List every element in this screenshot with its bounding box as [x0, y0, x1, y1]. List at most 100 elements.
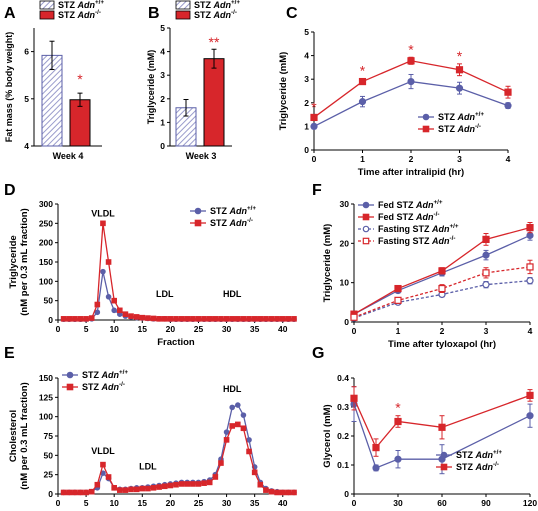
- y-axis-label: Triglyceride (mM): [146, 50, 156, 125]
- data-point: [246, 448, 252, 455]
- data-point: [77, 316, 84, 322]
- data-point: [246, 316, 252, 322]
- data-point: [100, 461, 106, 468]
- significance-star: *: [395, 400, 401, 416]
- legend-swatch: [175, 10, 191, 20]
- x-tick-label: 2: [409, 154, 414, 164]
- data-point: [133, 314, 140, 320]
- legend-swatch: [39, 0, 55, 10]
- data-point: [201, 480, 207, 486]
- data-point: [156, 484, 162, 490]
- legend-label-base: STZ: [58, 0, 78, 10]
- data-point: [251, 469, 258, 476]
- data-point: [394, 417, 402, 426]
- y-axis-label: Triglyceride: [8, 235, 19, 288]
- legend-label-sup: +/+: [247, 205, 256, 212]
- data-point: [206, 316, 213, 322]
- legend-label-italic: Adn: [77, 10, 96, 20]
- data-point: [285, 316, 292, 322]
- data-point: [139, 314, 146, 321]
- significance-star: **: [209, 34, 220, 50]
- legend: STZ Adn+/+ STZ Adn-/-: [190, 205, 256, 228]
- y-tick-label: 50: [44, 296, 54, 306]
- legend-label-base: STZ: [438, 124, 458, 134]
- legend-label-sup: +/+: [493, 449, 502, 456]
- y-tick-label: 5: [24, 94, 29, 104]
- panel-letter-A: A: [4, 5, 16, 22]
- x-axis-label: Time after tyloxapol (hr): [388, 339, 496, 350]
- data-point: [94, 481, 101, 488]
- y-axis-label: Triglyceride (mM): [278, 52, 289, 131]
- data-point: [66, 489, 73, 496]
- data-point: [150, 315, 157, 322]
- legend-label-italic: Adn: [475, 450, 494, 460]
- data-point: [145, 485, 151, 492]
- data-point: [100, 268, 106, 275]
- legend-label-italic: Adn: [213, 10, 232, 20]
- x-tick-label: 4: [528, 326, 533, 336]
- data-point: [279, 316, 286, 322]
- x-tick-label: 0: [56, 324, 61, 334]
- data-point: [173, 316, 179, 322]
- legend-label-sup: -/-: [475, 123, 481, 130]
- x-axis-label: Time after intralipid (hr): [358, 167, 464, 178]
- legend-label-italic: Adn: [101, 370, 120, 380]
- panel-E: 02550751001251500510152025303540Fraction…: [8, 369, 297, 508]
- data-point: [229, 316, 235, 322]
- x-tick-label: 35: [250, 498, 260, 508]
- legend-label-italic: Adn: [431, 236, 450, 246]
- y-tick-label: 0: [48, 315, 53, 325]
- x-tick-label: 0: [352, 498, 357, 508]
- legend-marker: [422, 125, 430, 133]
- axes-D: 0 50 100 150 200 250 300 0 5 10 15 20 25 30 35 40 Fracti…: [8, 199, 294, 348]
- legend-label: Fed STZ Adn-/-: [378, 211, 439, 222]
- legend-marker: [362, 201, 370, 209]
- legend-label-sup: +/+: [434, 199, 443, 206]
- legend-swatch: [175, 0, 191, 10]
- y-tick-label: 10: [340, 278, 350, 288]
- y-axis-label: Glycerol (mM): [322, 404, 333, 467]
- data-point: [482, 235, 490, 243]
- data-point: [190, 481, 196, 487]
- legend-label-sup: -/-: [434, 211, 440, 218]
- legend-label-sup: -/-: [119, 381, 125, 388]
- legend-label-italic: Adn: [77, 0, 96, 10]
- legend-label-sup: -/-: [493, 461, 499, 468]
- legend-marker: [194, 207, 202, 215]
- legend-marker: [362, 237, 370, 245]
- data-point: [310, 113, 318, 122]
- legend-label: STZ Adn-/-: [210, 217, 253, 228]
- y-axis-label: Triglyceride (mM): [322, 224, 333, 303]
- data-point: [83, 316, 89, 322]
- y-tick-label: 6: [24, 47, 29, 57]
- data-point: [257, 316, 264, 322]
- x-tick-label: 40: [278, 324, 288, 334]
- legend-marker: [422, 113, 430, 121]
- data-point: [66, 316, 73, 322]
- x-tick-label: 4: [506, 154, 511, 164]
- y-tick-label: 0.3: [337, 402, 349, 412]
- data-point: [526, 231, 534, 240]
- y-tick-label: 25: [44, 470, 54, 480]
- legend-label-italic: Adn: [229, 206, 248, 216]
- data-point: [122, 487, 129, 493]
- legend-label: STZ Adn-/-: [456, 461, 499, 472]
- legend-label-sup: +/+: [450, 223, 459, 230]
- legend: STZ Adn+/+STZ Adn-/-: [418, 111, 484, 134]
- legend-label-base: STZ: [210, 206, 230, 216]
- data-point: [201, 316, 207, 322]
- y-tick-label: 0: [344, 489, 349, 499]
- data-point: [229, 404, 235, 411]
- legend-label-base: STZ: [210, 218, 230, 228]
- legend-label: STZ Adn-/-: [194, 9, 237, 20]
- data-point: [195, 316, 202, 322]
- y-tick-label: 2: [304, 98, 309, 108]
- x-tick-label: 120: [523, 498, 537, 508]
- legend-label-italic: Adn: [457, 112, 476, 122]
- panel-G: 00.10.20.30.40306090120Time after insuli…: [322, 373, 537, 508]
- legend: STZ Adn+/+STZ Adn-/-: [175, 0, 240, 20]
- legend-label-base: Fed STZ: [378, 212, 416, 222]
- data-point: [274, 316, 280, 322]
- legend-label: STZ Adn+/+: [82, 369, 128, 380]
